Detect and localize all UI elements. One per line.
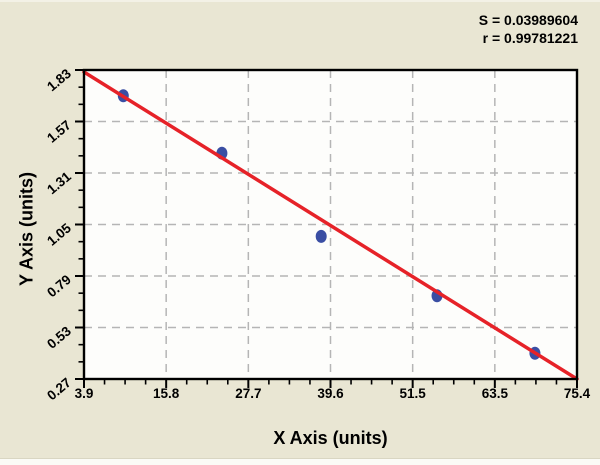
x-tick-label: 15.8	[153, 386, 180, 401]
y-tick-label: 1.31	[44, 168, 74, 197]
x-tick-label: 75.4	[564, 386, 591, 401]
y-tick-label: 1.57	[44, 117, 74, 145]
x-tick-label: 39.6	[317, 386, 344, 401]
y-tick-label: 0.53	[44, 323, 74, 352]
y-tick-label: 1.83	[44, 65, 74, 94]
stats-block: S = 0.03989604 r = 0.99781221	[479, 11, 578, 47]
x-axis-title: X Axis (units)	[273, 428, 388, 448]
x-tick-label: 3.9	[75, 386, 94, 401]
y-tick-label: 1.05	[44, 220, 74, 249]
regression-line	[82, 70, 579, 381]
top-edge-strip	[0, 0, 600, 2]
bottom-edge-strip	[0, 458, 600, 465]
y-tick-label: 0.27	[44, 375, 74, 403]
data-point	[315, 229, 327, 243]
x-tick-label: 27.7	[235, 386, 261, 401]
stat-r-value: r = 0.99781221	[482, 30, 578, 46]
stat-s-value: S = 0.03989604	[478, 12, 578, 28]
x-tick-label: 51.5	[400, 386, 427, 401]
x-tick-label: 63.5	[482, 386, 509, 401]
y-tick-label: 0.79	[44, 272, 74, 300]
